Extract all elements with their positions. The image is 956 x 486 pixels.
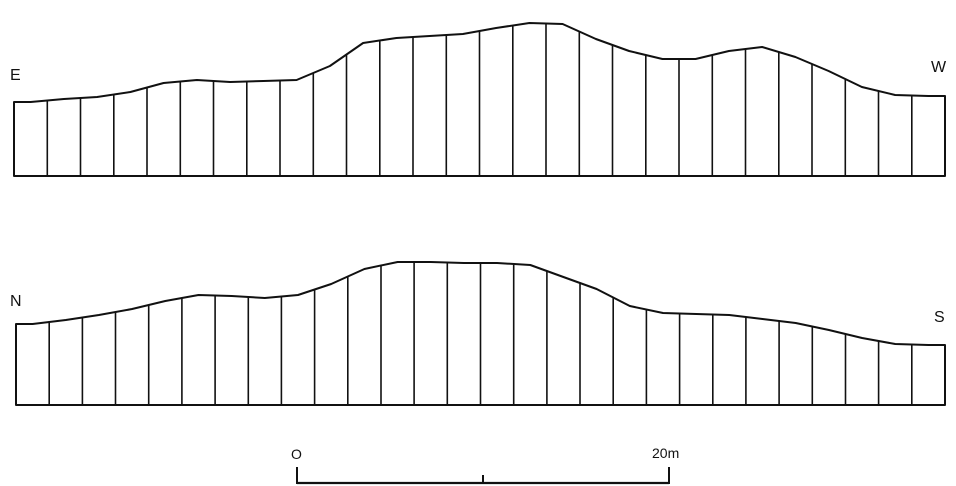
direction-label-west: W: [931, 59, 947, 76]
profile-east-west: [13, 22, 946, 177]
scale-bar: [296, 467, 670, 485]
scale-label-start: O: [291, 446, 302, 462]
direction-label-north: N: [10, 293, 22, 310]
profile-north-south: [15, 261, 946, 406]
profile-north-south-outline: [15, 261, 946, 406]
profile-east-west-outline: [13, 22, 946, 177]
scale-label-end: 20m: [652, 445, 680, 461]
direction-label-south: S: [934, 309, 945, 326]
direction-label-east: E: [10, 67, 21, 84]
